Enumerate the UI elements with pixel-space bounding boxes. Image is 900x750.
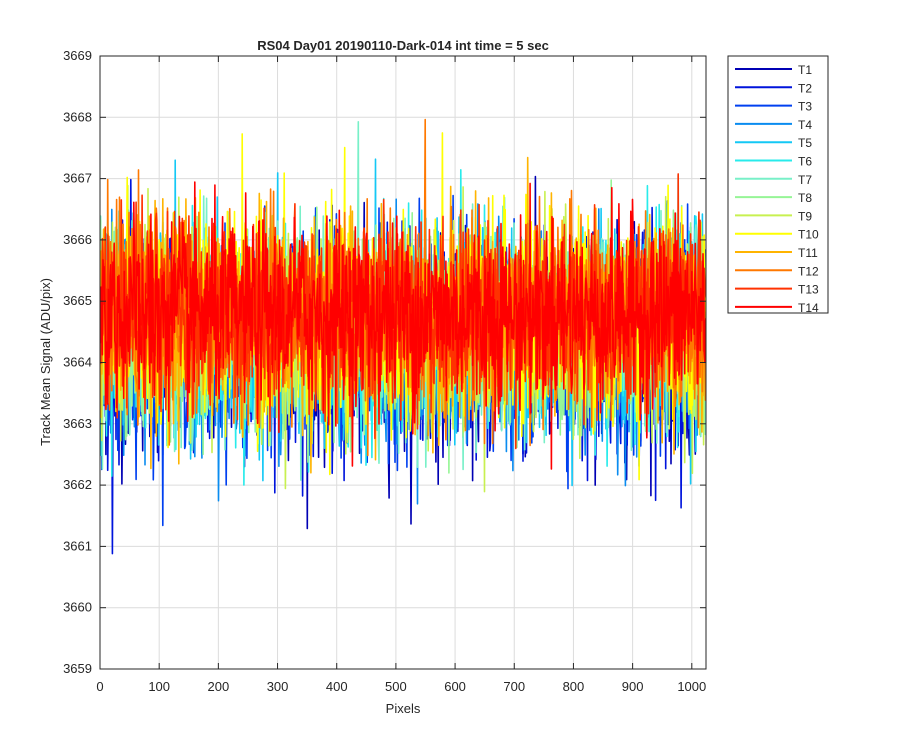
series-layer	[100, 118, 706, 555]
chart-title: RS04 Day01 20190110-Dark-014 int time = …	[257, 38, 549, 53]
x-tick-label: 300	[267, 679, 289, 694]
x-tick-label: 600	[444, 679, 466, 694]
legend-label: T8	[798, 191, 812, 205]
y-tick-label: 3669	[63, 48, 92, 63]
y-tick-label: 3668	[63, 109, 92, 124]
x-axis-label: Pixels	[386, 701, 421, 716]
x-tick-label: 1000	[677, 679, 706, 694]
legend-label: T9	[798, 209, 812, 223]
legend-label: T2	[798, 81, 812, 95]
legend-label: T4	[798, 118, 812, 132]
x-tick-label: 700	[503, 679, 525, 694]
y-tick-label: 3666	[63, 232, 92, 247]
legend-label: T3	[798, 100, 812, 114]
legend-label: T1	[798, 63, 812, 77]
y-tick-label: 3662	[63, 477, 92, 492]
x-tick-label: 500	[385, 679, 407, 694]
legend-label: T5	[798, 136, 812, 150]
legend-label: T7	[798, 173, 812, 187]
legend-label: T14	[798, 301, 819, 315]
y-tick-label: 3664	[63, 355, 92, 370]
y-tick-label: 3663	[63, 416, 92, 431]
legend: T1 T2 T3 T4 T5 T6 T7 T8 T9 T10 T11 T12 T13 T14	[727, 55, 829, 315]
y-tick-label: 3661	[63, 538, 92, 553]
legend-label: T6	[798, 155, 812, 169]
y-axis: 3659 3660 3661 3662 3663 3664 3665 3666 3667 3668…	[63, 48, 706, 676]
x-tick-label: 900	[622, 679, 644, 694]
legend-label: T11	[798, 246, 818, 260]
x-tick-label: 400	[326, 679, 348, 694]
x-tick-label: 0	[96, 679, 103, 694]
legend-label: T10	[798, 228, 819, 242]
x-tick-label: 800	[563, 679, 585, 694]
y-tick-label: 3667	[63, 171, 92, 186]
y-axis-label: Track Mean Signal (ADU/pix)	[38, 278, 53, 446]
x-tick-label: 100	[148, 679, 170, 694]
y-tick-label: 3665	[63, 293, 92, 308]
series-line-t14	[100, 181, 706, 470]
x-axis: 0 100 200 300 400 500 600 700 800 900 1000	[96, 56, 706, 694]
y-tick-label: 3659	[63, 661, 92, 676]
x-tick-label: 200	[208, 679, 230, 694]
legend-label: T12	[798, 264, 819, 278]
legend-label: T13	[798, 283, 819, 297]
y-tick-label: 3660	[63, 600, 92, 615]
